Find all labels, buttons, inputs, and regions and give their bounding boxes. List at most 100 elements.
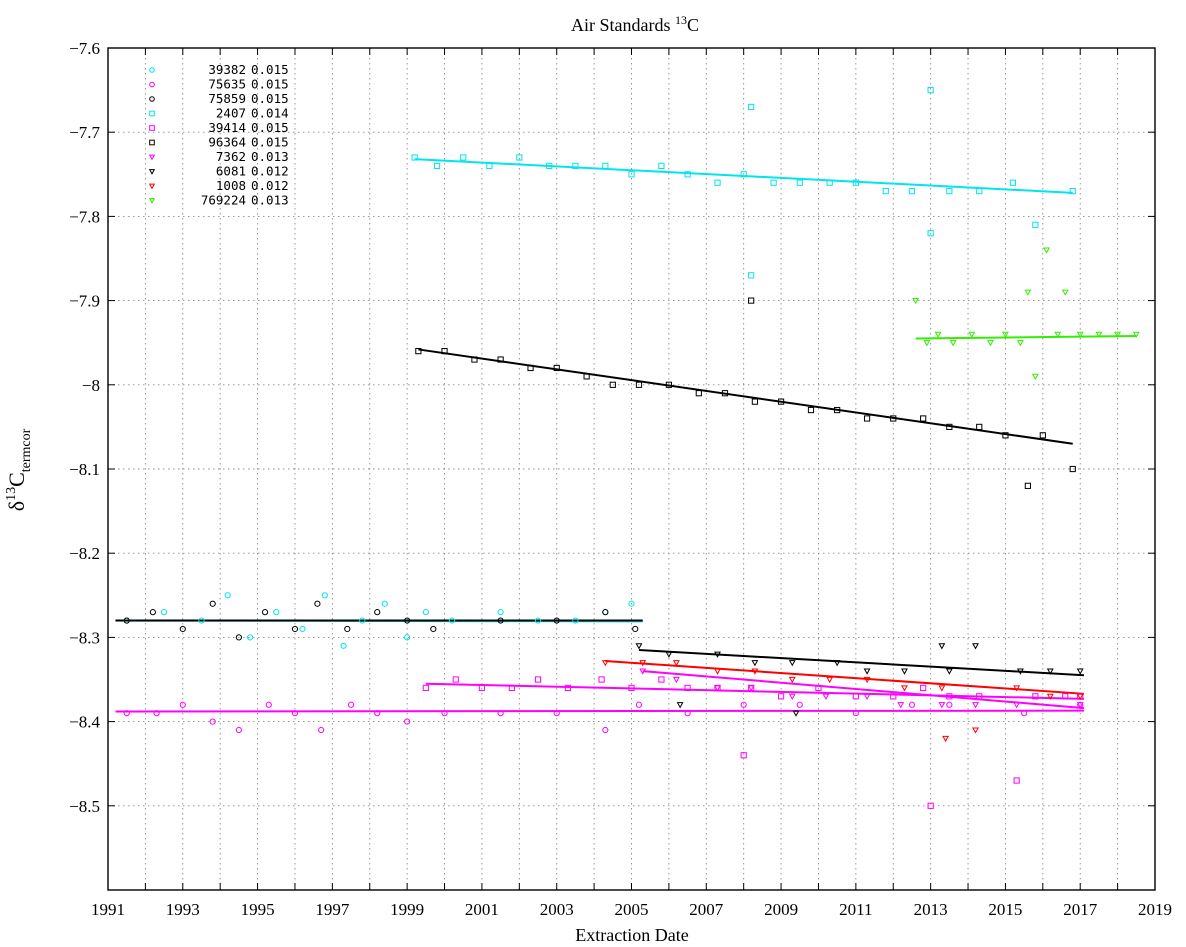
data-point-96364 (1024, 482, 1031, 489)
y-tick-label: −7.6 (69, 39, 100, 58)
legend-marker-6081 (148, 169, 156, 175)
data-point-39382 (422, 609, 429, 616)
data-point-75635 (635, 701, 643, 708)
legend-marker-769224 (148, 198, 156, 204)
data-point-75859 (374, 609, 381, 616)
data-point-39414 (777, 693, 785, 700)
data-point-1008 (826, 676, 834, 684)
chart-title-suffix: C (687, 15, 699, 35)
data-point-75635 (946, 701, 953, 708)
data-point-2407 (852, 179, 859, 186)
x-tick-label: 1993 (166, 900, 200, 919)
data-point-75635 (209, 718, 216, 725)
data-point-2407 (748, 103, 755, 111)
legend-series-name: 39382 (208, 62, 246, 77)
trend-lines (115, 158, 1137, 713)
data-point-2407 (602, 162, 609, 169)
y-tick-label: −8 (82, 376, 100, 395)
data-point-39382 (381, 600, 388, 607)
data-point-2407 (658, 162, 665, 169)
data-point-39414 (534, 676, 542, 683)
data-point-75635 (796, 701, 803, 708)
data-point-7362 (1076, 702, 1084, 709)
data-point-6081 (751, 660, 759, 667)
data-point-6081 (714, 651, 721, 658)
x-tick-label: 1999 (390, 900, 424, 919)
data-point-7362 (897, 702, 905, 709)
data-point-769224 (1095, 331, 1103, 338)
data-point-2407 (976, 188, 983, 195)
data-point-75635 (265, 701, 272, 708)
data-point-96364 (695, 390, 702, 397)
data-point-39414 (920, 684, 927, 692)
data-point-6081 (863, 668, 871, 675)
data-point-1008 (751, 668, 759, 675)
data-point-96364 (527, 364, 534, 372)
data-point-75635 (318, 726, 325, 734)
x-tick-label: 2007 (689, 900, 724, 919)
data-point-769224 (923, 340, 931, 347)
data-point-2407 (628, 171, 635, 178)
data-point-2407 (572, 162, 579, 169)
data-point-39414 (1013, 777, 1020, 784)
data-point-96364 (609, 381, 616, 388)
data-point-75859 (209, 600, 216, 607)
legend-series-value: 0.015 (251, 91, 289, 106)
data-point-2407 (927, 87, 934, 94)
data-point-2407 (1032, 221, 1039, 228)
trend-line-2407 (414, 158, 1073, 194)
data-point-96364 (415, 348, 422, 355)
data-point-2407 (411, 154, 418, 161)
data-point-39382 (448, 617, 456, 624)
data-point-96364 (834, 406, 841, 414)
y-axis-label-subscript: termcor (19, 428, 34, 472)
x-tick-label: 2001 (465, 900, 499, 919)
data-point-96364 (1002, 432, 1009, 439)
data-point-96364 (471, 356, 478, 363)
data-point-75859 (404, 617, 411, 624)
data-point-6081 (833, 660, 841, 667)
legend: 39382 0.015 75635 0.015 75859 0.015 2407 0.014 3… (148, 62, 289, 208)
data-point-769224 (934, 331, 942, 338)
x-tick-label: 2011 (839, 900, 872, 919)
data-point-39382 (359, 617, 366, 624)
data-point-75635 (347, 701, 355, 708)
data-point-39382 (534, 617, 542, 624)
data-point-2407 (546, 162, 553, 169)
trend-line-7362 (642, 670, 1085, 710)
y-axis-label-main: C (4, 472, 29, 487)
y-axis-label: δ13Ctermcor (4, 428, 34, 511)
data-point-75635 (179, 701, 186, 708)
data-point-75635 (374, 710, 381, 717)
data-point-6081 (635, 643, 643, 650)
data-point-7362 (1013, 702, 1021, 709)
data-point-6081 (1016, 668, 1024, 675)
legend-series-value: 0.015 (251, 62, 289, 77)
legend-series-name: 6081 (216, 164, 246, 179)
data-point-769224 (968, 331, 976, 338)
chart-title-prefix: Air Standards (571, 15, 675, 35)
data-point-2407 (486, 162, 493, 169)
legend-series-value: 0.012 (251, 164, 289, 179)
data-point-96364 (441, 348, 448, 355)
data-point-39414 (1062, 693, 1069, 700)
data-point-6081 (792, 710, 800, 717)
legend-series-value: 0.015 (251, 120, 289, 135)
legend-marker-2407 (149, 110, 155, 117)
legend-series-value: 0.012 (251, 178, 289, 193)
data-point-2407 (927, 230, 934, 237)
x-axis-ticks: 1991 1993 1995 1997 1999 2001 2003 2005 2007 2009… (91, 48, 1172, 919)
legend-series-name: 96364 (208, 135, 246, 150)
data-point-7362 (672, 676, 680, 684)
data-point-39414 (628, 684, 635, 692)
data-point-39414 (452, 676, 459, 683)
data-point-39382 (273, 609, 280, 616)
data-point-75635 (291, 710, 299, 717)
data-point-39382 (572, 617, 579, 624)
data-point-1008 (672, 660, 680, 667)
data-point-39382 (340, 642, 347, 649)
y-tick-label: −8.4 (69, 713, 100, 732)
data-points (123, 87, 1140, 809)
data-point-2407 (796, 179, 803, 186)
data-point-6081 (1046, 668, 1054, 675)
